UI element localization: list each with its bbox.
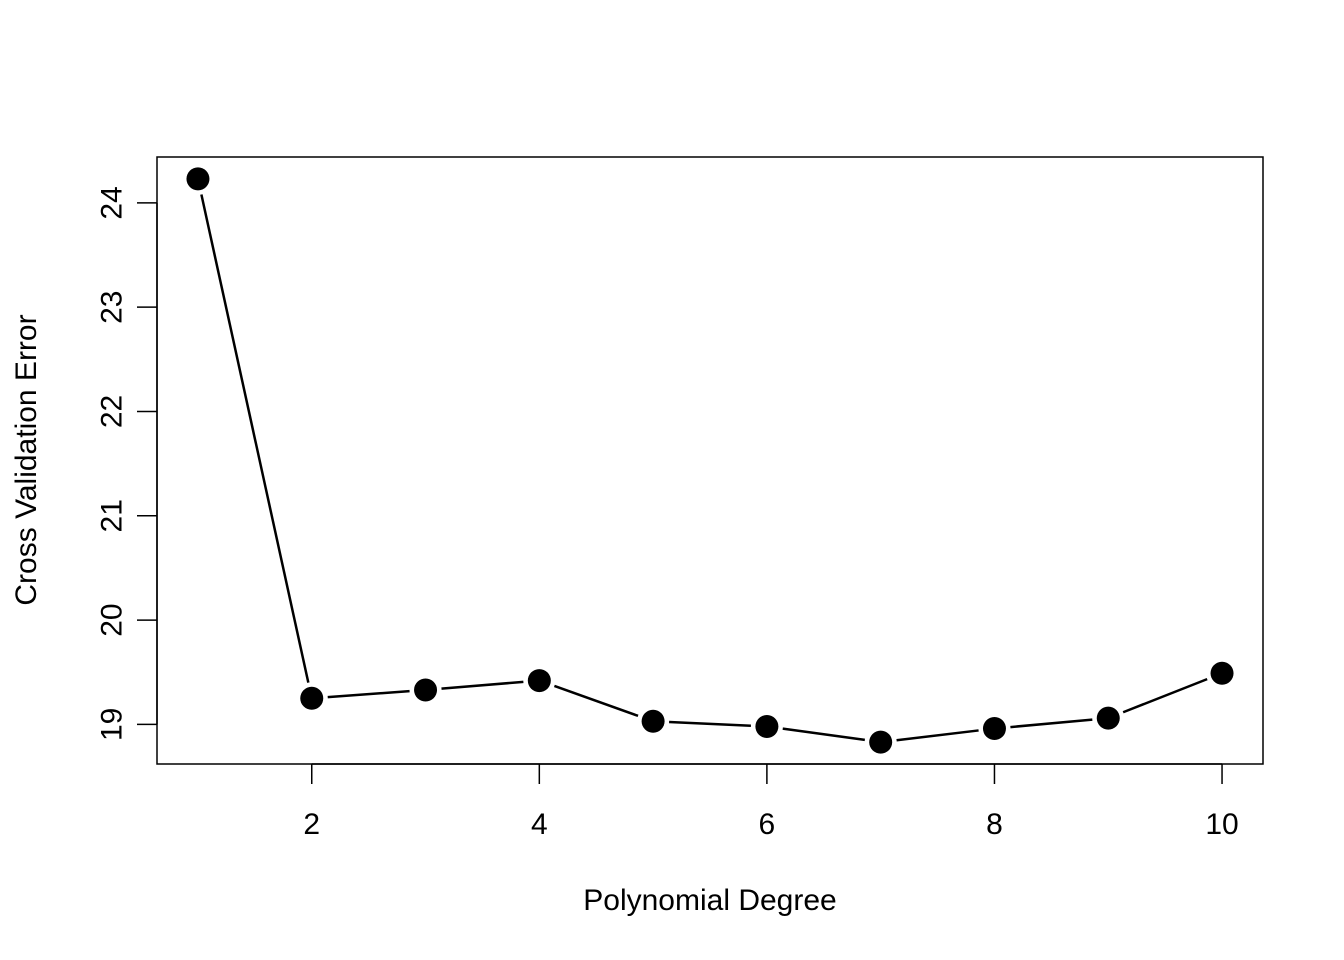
data-point xyxy=(1210,661,1234,685)
series-segment xyxy=(1122,677,1208,714)
data-point xyxy=(641,709,665,733)
series-segment xyxy=(669,720,751,727)
data-point xyxy=(869,730,893,754)
series-group xyxy=(186,167,1234,754)
series-segment xyxy=(200,194,310,683)
x-tick-label: 6 xyxy=(759,808,776,841)
x-tick-label: 10 xyxy=(1205,808,1238,841)
series-segment xyxy=(553,684,639,718)
y-tick-label: 19 xyxy=(96,708,129,741)
data-point xyxy=(527,669,551,693)
series-segment xyxy=(327,689,410,699)
data-point xyxy=(982,717,1006,741)
y-tick-label: 23 xyxy=(96,290,129,323)
plot-frame xyxy=(156,156,1264,765)
x-tick-label: 2 xyxy=(303,808,320,841)
series-segment xyxy=(896,729,979,742)
y-axis: 19 20 21 22 23 24 xyxy=(96,186,158,741)
series-segment xyxy=(1010,718,1093,729)
y-tick-label: 22 xyxy=(96,395,129,428)
x-axis-label: Polynomial Degree xyxy=(583,884,836,917)
data-point xyxy=(1096,706,1120,730)
series-segment xyxy=(782,727,865,742)
data-point xyxy=(755,714,779,738)
data-point xyxy=(300,686,324,710)
data-point xyxy=(186,167,210,191)
y-axis-label: Cross Validation Error xyxy=(10,314,43,605)
y-tick-label: 20 xyxy=(96,603,129,636)
series-segment xyxy=(441,680,524,690)
y-tick-label: 21 xyxy=(96,499,129,532)
x-tick-label: 8 xyxy=(986,808,1003,841)
y-tick-label: 24 xyxy=(96,186,129,219)
data-point xyxy=(414,678,438,702)
x-axis: 2 4 6 8 10 xyxy=(303,763,1239,841)
x-tick-label: 4 xyxy=(531,808,548,841)
